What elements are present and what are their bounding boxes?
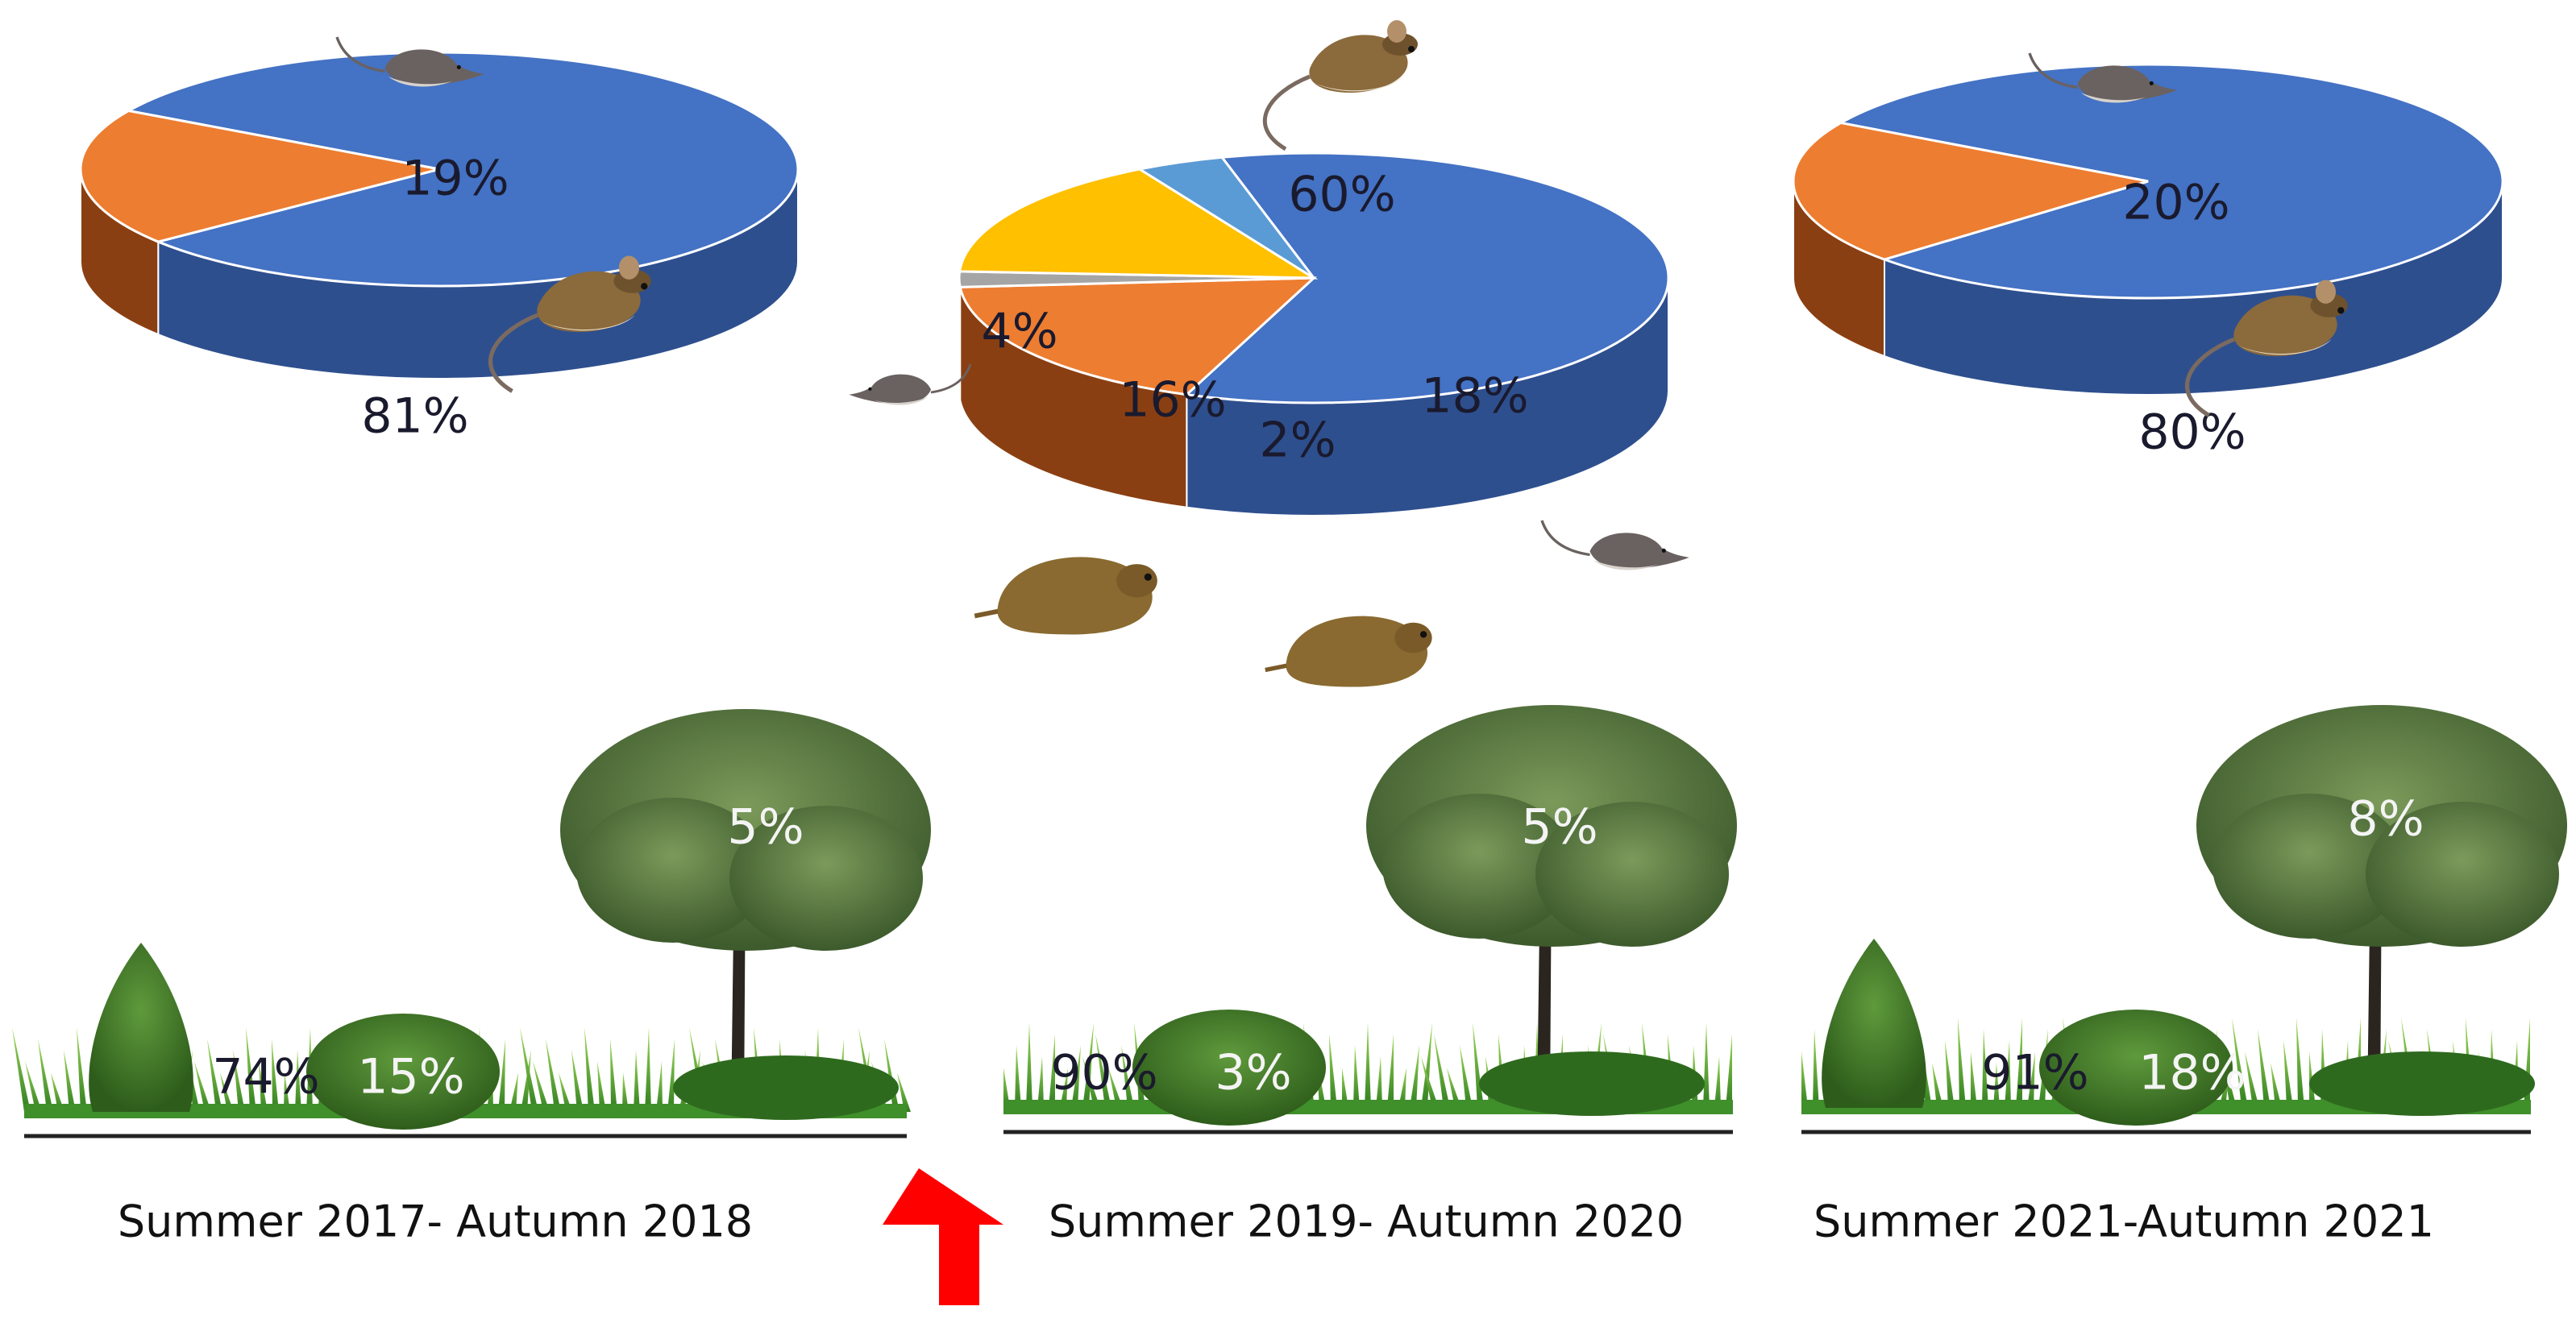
pie-slice-60pct [1183, 151, 1670, 404]
grass-cover-label: 91% [1981, 1045, 2088, 1101]
shrub-cover-label: 18% [2138, 1045, 2246, 1101]
tree-icon [1366, 705, 1737, 1116]
pie-slice-19pct [79, 109, 440, 243]
shrub-icon [306, 1014, 500, 1130]
period-label: Summer 2019- Autumn 2020 [1049, 1196, 1684, 1247]
tree-cover-label: 8% [2347, 791, 2424, 848]
grass-cover-label: 90% [1050, 1045, 1157, 1101]
period-label: Summer 2017- Autumn 2018 [118, 1196, 753, 1247]
tree-icon [560, 709, 931, 1120]
pie-label: 80% [2138, 404, 2246, 461]
tree-icon [2196, 705, 2567, 1116]
habitat-panels: 74% 15% 5% Summer 2017- Autumn 2018 90% 3% 5% S… [12, 705, 2567, 1247]
pie-charts: 81% 19% 60% 18% 2% 16% 4% 80% 20% [79, 20, 2504, 687]
shrub-icon [2039, 1010, 2233, 1126]
tree-cover-label: 5% [727, 799, 804, 856]
pie-label: 2% [1259, 413, 1336, 469]
pie-label: 16% [1119, 372, 1226, 429]
shrew-icon [1540, 519, 1691, 572]
pie-slice-18pct [958, 276, 1317, 396]
vole-icon [974, 557, 1157, 634]
conifer-icon [89, 943, 193, 1112]
shrub-icon [1132, 1010, 1326, 1126]
red-arrow-icon [883, 1168, 1003, 1305]
tree-cover-label: 5% [1521, 799, 1598, 856]
pie-chart-3: 80% 20% [1792, 63, 2504, 461]
pie-label: 4% [981, 304, 1057, 360]
pie-label: 81% [361, 388, 468, 445]
period-label: Summer 2021-Autumn 2021 [1814, 1196, 2434, 1247]
pie-chart-2: 60% 18% 2% 16% 4% [958, 151, 1670, 516]
vole-icon [1265, 616, 1432, 687]
pie-slice-4pct [1136, 156, 1315, 280]
shrub-cover-label: 15% [357, 1049, 464, 1105]
pie-slice-16pct [958, 168, 1319, 280]
pie-slice-20pct [1792, 121, 2149, 261]
mouse-icon [1265, 20, 1418, 149]
habitat-panel-1: 74% 15% 5% Summer 2017- Autumn 2018 [12, 709, 931, 1247]
grass-cover-label: 74% [212, 1049, 319, 1105]
shrew-icon [848, 363, 972, 407]
habitat-panel-2: 90% 3% 5% Summer 2019- Autumn 2020 [1003, 705, 1737, 1247]
conifer-icon [1822, 939, 1926, 1108]
shrub-cover-label: 3% [1215, 1045, 1291, 1101]
pie-label: 19% [401, 151, 509, 207]
pie-label: 20% [2122, 175, 2229, 231]
pie-chart-1: 81% 19% [79, 51, 800, 445]
pie-label: 60% [1288, 167, 1395, 223]
pie-label: 18% [1421, 368, 1528, 425]
habitat-panel-3: 91% 18% 8% Summer 2021-Autumn 2021 [1801, 705, 2567, 1247]
pie-slice-80pct [1837, 63, 2504, 300]
